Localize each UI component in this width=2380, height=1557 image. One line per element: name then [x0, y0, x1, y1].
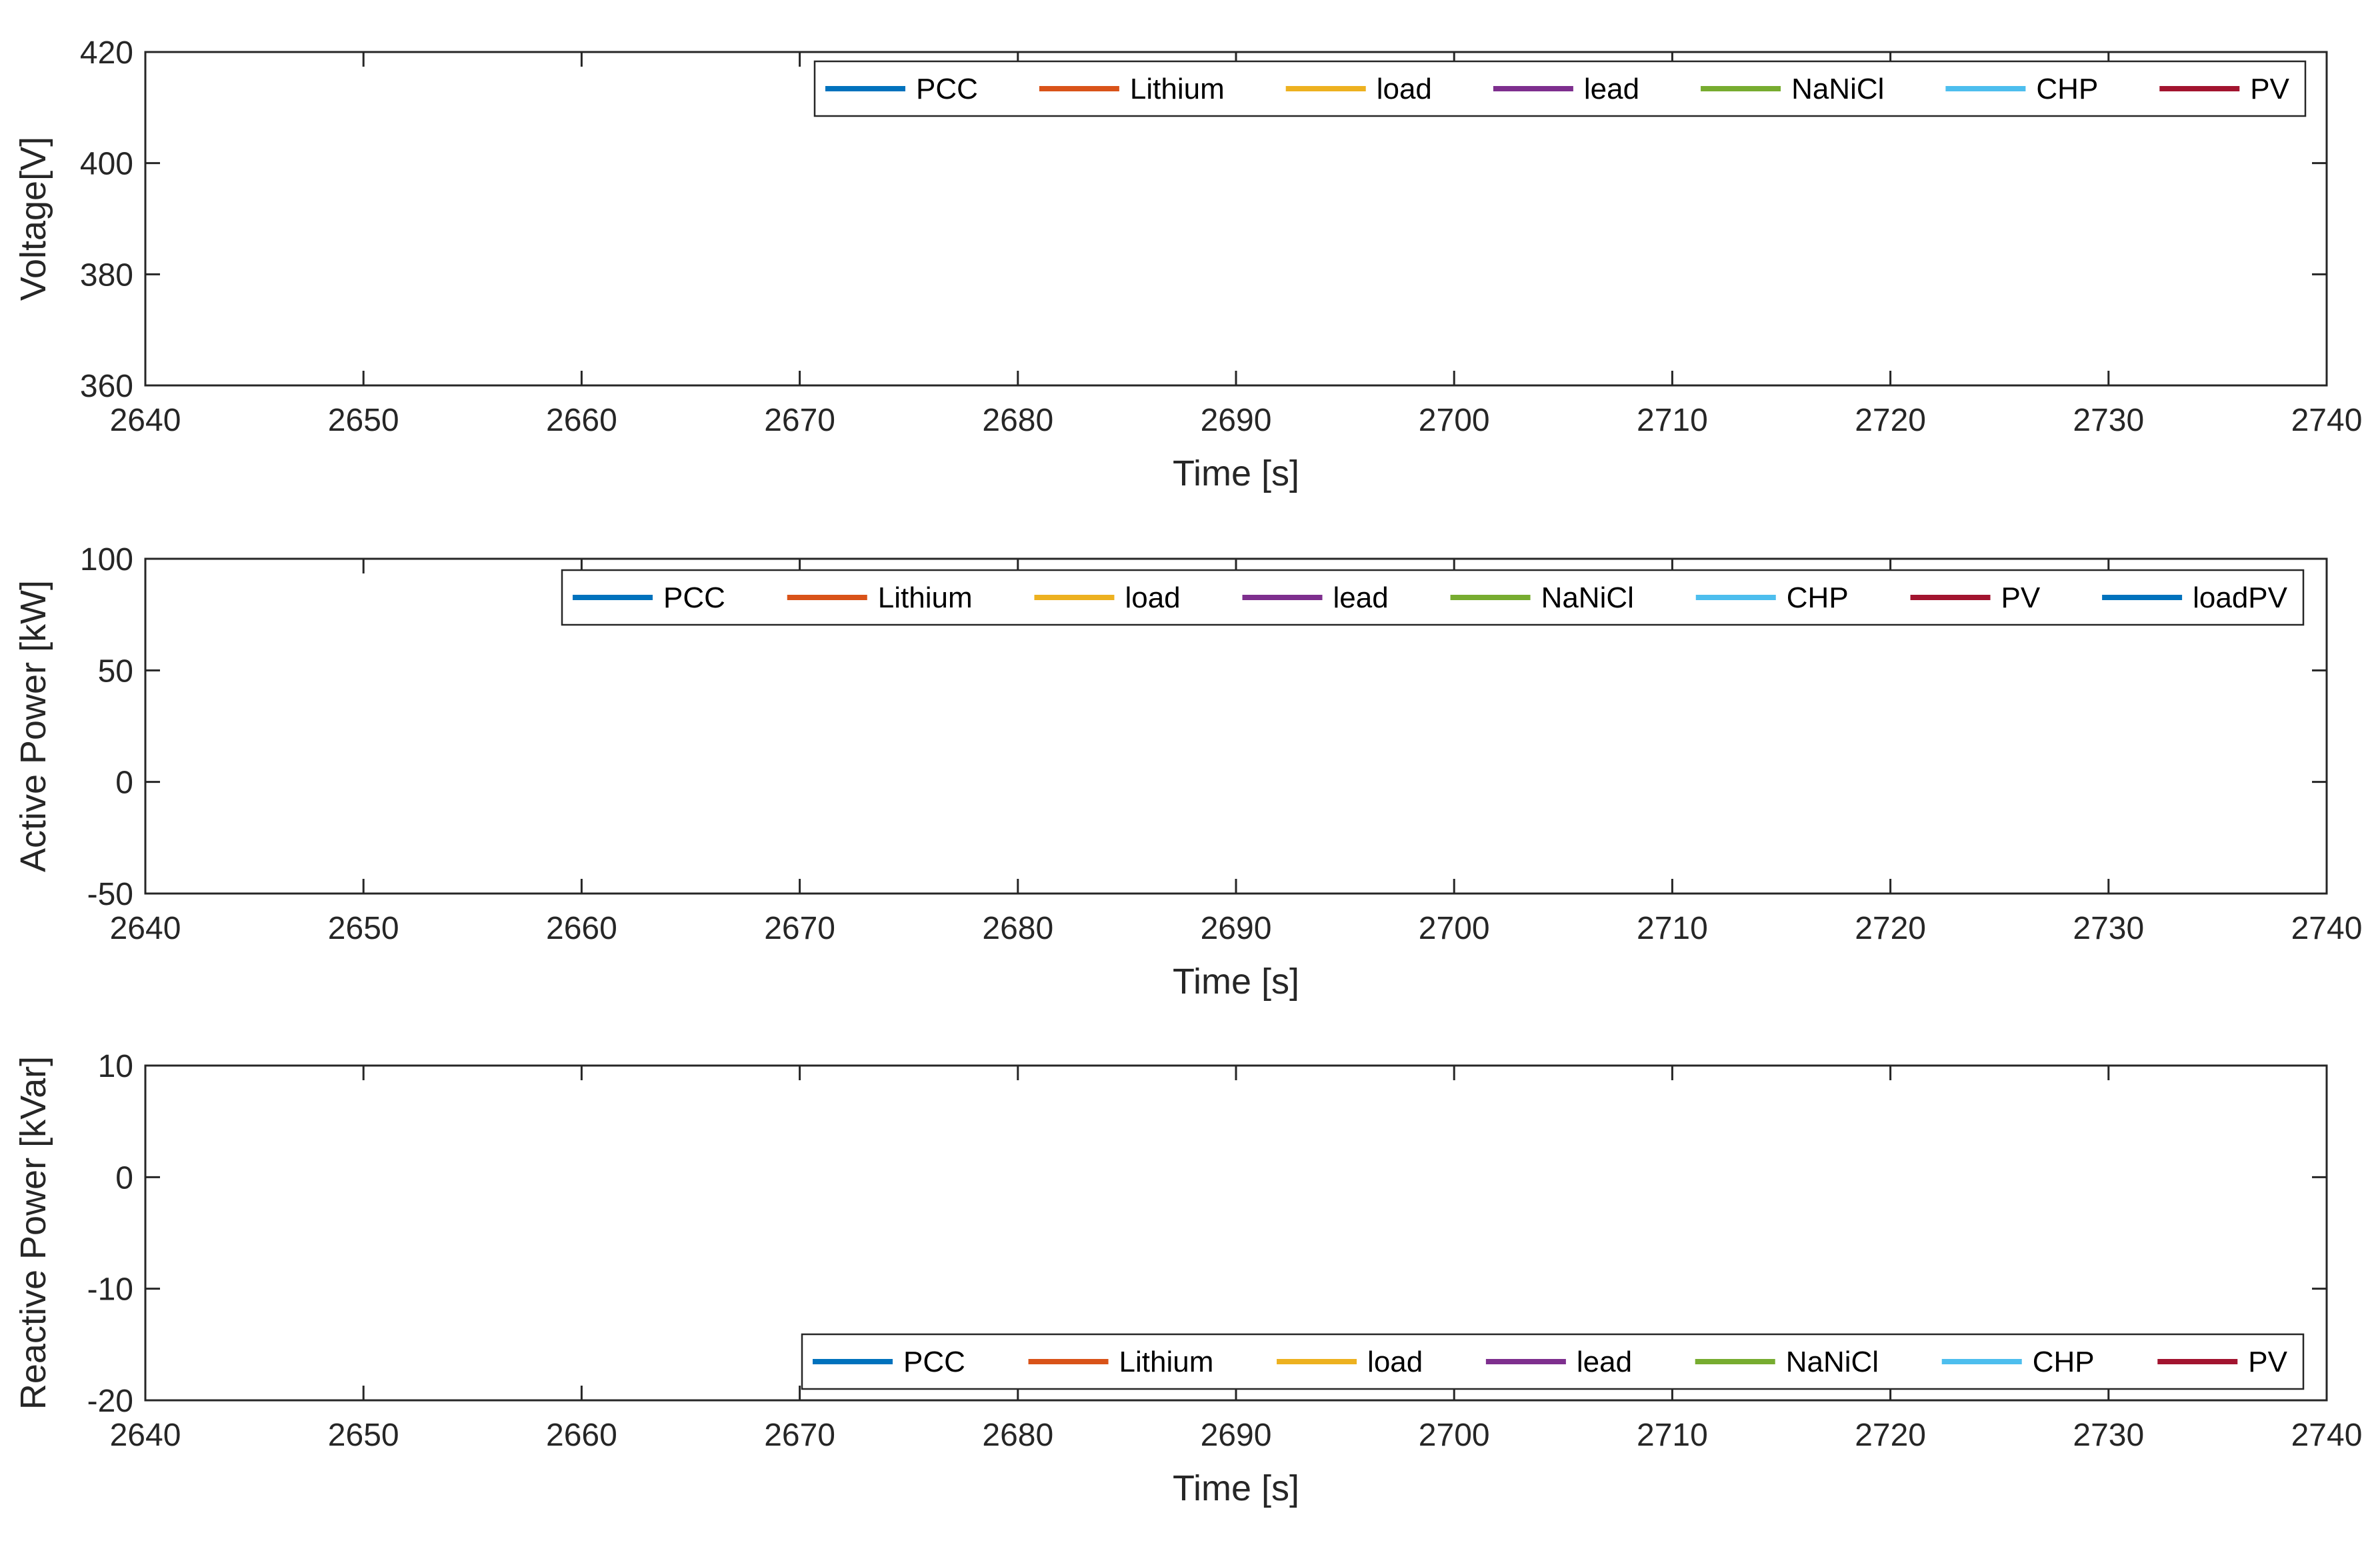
legend-label-pv: PV: [2001, 581, 2041, 614]
x-tick-label: 2660: [546, 403, 617, 438]
x-tick-label: 2700: [1419, 403, 1490, 438]
y-tick-label: -50: [87, 877, 133, 912]
legend-label-lithium: Lithium: [1119, 1346, 1214, 1378]
legend-label-chp: CHP: [1787, 581, 1849, 614]
legend-label-lead: lead: [1333, 581, 1389, 614]
x-tick-label: 2690: [1201, 1418, 1272, 1453]
x-tick-label: 2660: [546, 1418, 617, 1453]
y-axis-label: Reactive Power [kVar]: [13, 1056, 53, 1410]
legend-label-nanicl: NaNiCl: [1541, 581, 1634, 614]
x-tick-label: 2700: [1419, 1418, 1490, 1453]
legend-label-chp: CHP: [2036, 73, 2098, 105]
x-tick-label: 2740: [2291, 403, 2363, 438]
x-tick-label: 2740: [2291, 1418, 2363, 1453]
legend-label-lead: lead: [1577, 1346, 1632, 1378]
x-tick-label: 2720: [1855, 1418, 1926, 1453]
y-tick-label: 10: [98, 1049, 133, 1084]
x-axis-label: Time [s]: [1173, 1468, 1299, 1508]
panel-1: 2640 2650 2660 2670 2680 2690 2700 2710 2720 2730…: [13, 35, 2362, 493]
legend: PCC Lithium load lead NaNiCl CHP PV loadPV: [561, 569, 2305, 626]
x-axis-label: Time [s]: [1173, 962, 1299, 1002]
y-tick-label: 400: [80, 147, 133, 182]
x-tick-label: 2730: [2073, 911, 2144, 946]
x-tick-label: 2680: [982, 911, 1053, 946]
y-tick-label: 50: [98, 653, 133, 689]
y-tick-label: 420: [80, 35, 133, 71]
x-tick-label: 2650: [328, 911, 399, 946]
legend-label-pcc: PCC: [916, 73, 978, 105]
legend-label-load: load: [1125, 581, 1180, 614]
y-tick-label: 0: [115, 765, 133, 801]
legend: PCC Lithium load lead NaNiCl CHP PV: [813, 60, 2307, 117]
x-tick-label: 2710: [1637, 1418, 1708, 1453]
x-tick-label: 2670: [764, 1418, 835, 1453]
x-tick-label: 2670: [764, 403, 835, 438]
x-tick-label: 2650: [328, 403, 399, 438]
y-tick-label: 360: [80, 369, 133, 404]
x-tick-label: 2640: [110, 1418, 181, 1453]
x-tick-label: 2720: [1855, 403, 1926, 438]
legend-label-pv: PV: [2250, 73, 2289, 105]
y-tick-label: -10: [87, 1272, 133, 1308]
legend-label-pv: PV: [2248, 1346, 2287, 1378]
legend-label-pcc: PCC: [663, 581, 725, 614]
x-tick-label: 2640: [110, 403, 181, 438]
x-tick-label: 2700: [1419, 911, 1490, 946]
x-tick-label: 2680: [982, 403, 1053, 438]
x-tick-label: 2650: [328, 1418, 399, 1453]
x-tick-label: 2730: [2073, 1418, 2144, 1453]
y-tick-label: 100: [80, 542, 133, 577]
panel-2: 2640 2650 2660 2670 2680 2690 2700 2710 2720 2730…: [13, 542, 2362, 1002]
legend-label-pcc: PCC: [903, 1346, 965, 1378]
y-tick-label: -20: [87, 1384, 133, 1419]
legend-label-chp: CHP: [2033, 1346, 2095, 1378]
x-tick-label: 2690: [1201, 911, 1272, 946]
x-tick-label: 2660: [546, 911, 617, 946]
x-tick-label: 2710: [1637, 403, 1708, 438]
x-tick-label: 2680: [982, 1418, 1053, 1453]
legend-label-nanicl: NaNiCl: [1786, 1346, 1879, 1378]
legend: PCC Lithium load lead NaNiCl CHP PV: [801, 1333, 2305, 1390]
x-tick-label: 2710: [1637, 911, 1708, 946]
legend-label-lithium: Lithium: [878, 581, 973, 614]
y-axis-label: Active Power [kW]: [13, 580, 53, 872]
x-tick-label: 2720: [1855, 911, 1926, 946]
y-tick-label: 0: [115, 1160, 133, 1196]
x-tick-label: 2730: [2073, 403, 2144, 438]
y-axis-label: Voltage[V]: [13, 137, 53, 301]
x-tick-label: 2640: [110, 911, 181, 946]
x-axis-label: Time [s]: [1173, 453, 1299, 493]
x-tick-label: 2670: [764, 911, 835, 946]
legend-label-load: load: [1367, 1346, 1423, 1378]
legend-label-nanicl: NaNiCl: [1791, 73, 1884, 105]
panel-3: 2640 2650 2660 2670 2680 2690 2700 2710 2720 2730…: [13, 1049, 2362, 1508]
y-tick-label: 380: [80, 257, 133, 293]
legend-label-loadpv: loadPV: [2193, 581, 2288, 614]
legend-label-lead: lead: [1584, 73, 1639, 105]
legend-label-lithium: Lithium: [1130, 73, 1225, 105]
x-tick-label: 2740: [2291, 911, 2363, 946]
x-tick-label: 2690: [1201, 403, 1272, 438]
legend-label-load: load: [1377, 73, 1432, 105]
